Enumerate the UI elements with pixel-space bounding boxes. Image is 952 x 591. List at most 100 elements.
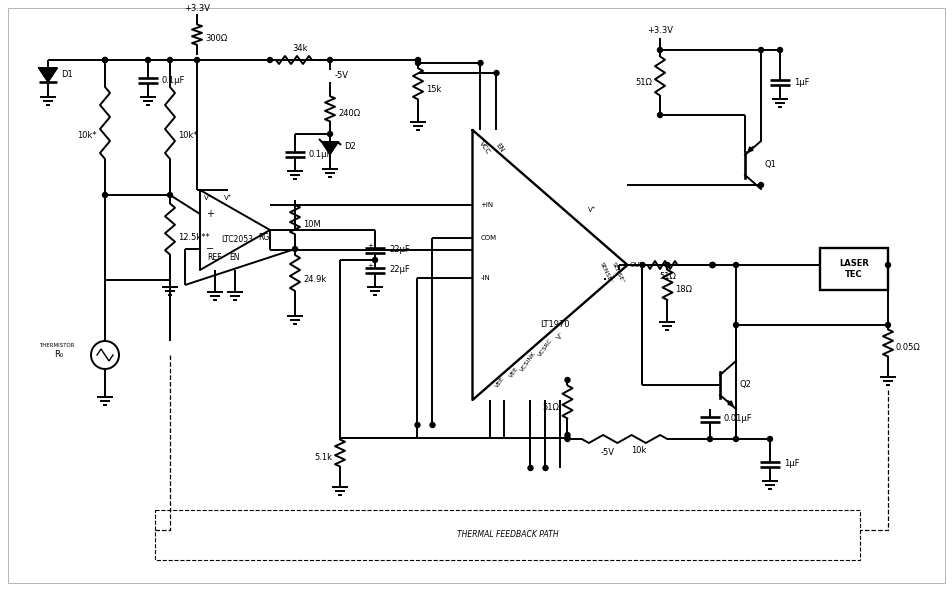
Text: 12.5k**: 12.5k** — [178, 233, 209, 242]
Text: 34k: 34k — [292, 44, 307, 53]
Circle shape — [415, 60, 420, 66]
Circle shape — [664, 262, 669, 268]
Circle shape — [709, 262, 714, 268]
Text: D1: D1 — [61, 70, 72, 79]
Text: RG: RG — [258, 233, 269, 242]
Circle shape — [733, 262, 738, 268]
Text: 24.9k: 24.9k — [303, 274, 326, 284]
Text: V⁺: V⁺ — [224, 195, 232, 201]
Circle shape — [527, 466, 532, 470]
Circle shape — [327, 132, 332, 137]
Text: OUT: OUT — [629, 262, 644, 268]
Text: LT1970: LT1970 — [540, 320, 569, 330]
Text: SENSE⁺: SENSE⁺ — [609, 261, 625, 285]
Text: +3.3V: +3.3V — [184, 4, 209, 13]
Polygon shape — [322, 142, 338, 154]
Circle shape — [493, 70, 499, 76]
Text: THERMISTOR: THERMISTOR — [39, 343, 75, 349]
Text: V⁻: V⁻ — [204, 195, 212, 201]
Circle shape — [565, 433, 569, 437]
Circle shape — [565, 436, 569, 440]
Polygon shape — [39, 68, 57, 82]
Text: VCSRC: VCSRC — [537, 338, 553, 358]
Text: 51Ω: 51Ω — [634, 78, 651, 87]
Text: VEE: VEE — [508, 366, 520, 378]
Circle shape — [103, 193, 108, 197]
Circle shape — [327, 57, 332, 63]
Text: 240Ω: 240Ω — [338, 109, 360, 118]
Text: EN: EN — [494, 142, 505, 154]
Text: -IN: -IN — [480, 275, 489, 281]
Text: +: + — [206, 209, 214, 219]
Text: 0.01μF: 0.01μF — [724, 414, 752, 424]
Circle shape — [565, 378, 569, 382]
Circle shape — [372, 258, 377, 262]
Text: −: − — [206, 244, 214, 254]
Circle shape — [884, 323, 889, 327]
Text: 51Ω: 51Ω — [659, 272, 675, 281]
Text: Q2: Q2 — [739, 381, 751, 389]
Circle shape — [414, 423, 420, 427]
Text: 0.1μF: 0.1μF — [162, 76, 186, 85]
Text: Q1: Q1 — [764, 161, 776, 170]
Circle shape — [543, 466, 547, 470]
Circle shape — [415, 57, 420, 63]
Bar — [155, 510, 859, 560]
Circle shape — [103, 57, 108, 63]
Text: COM: COM — [480, 235, 496, 241]
Text: EN: EN — [229, 254, 240, 262]
Circle shape — [706, 437, 712, 441]
Text: VCSINK: VCSINK — [519, 351, 537, 373]
Text: -5V: -5V — [600, 449, 614, 457]
Circle shape — [168, 57, 172, 63]
Circle shape — [777, 47, 782, 53]
Circle shape — [657, 47, 662, 53]
Circle shape — [194, 57, 199, 63]
Text: 0.05Ω: 0.05Ω — [895, 343, 920, 352]
Circle shape — [146, 57, 150, 63]
Circle shape — [429, 423, 434, 427]
Text: 15k: 15k — [426, 85, 441, 93]
Text: 10k*: 10k* — [178, 131, 197, 139]
Text: 300Ω: 300Ω — [205, 34, 227, 43]
Text: -5V: -5V — [335, 70, 348, 80]
Text: +IN: +IN — [480, 202, 493, 208]
Circle shape — [884, 262, 889, 268]
Circle shape — [103, 57, 108, 63]
Circle shape — [478, 60, 483, 66]
Circle shape — [640, 262, 645, 268]
Text: SENSE⁻: SENSE⁻ — [598, 261, 612, 285]
Circle shape — [657, 112, 662, 118]
Text: D2: D2 — [344, 141, 355, 151]
Text: 22μF: 22μF — [388, 265, 409, 274]
Text: THERMAL FEEDBACK PATH: THERMAL FEEDBACK PATH — [456, 531, 558, 540]
Bar — [819, 248, 887, 290]
Text: 1μF: 1μF — [793, 77, 808, 86]
Text: V⁻: V⁻ — [555, 330, 565, 340]
Text: 51Ω: 51Ω — [542, 403, 559, 412]
Circle shape — [709, 262, 714, 268]
Text: V⁺: V⁺ — [587, 207, 596, 213]
Text: VEE: VEE — [494, 376, 506, 388]
Text: 18Ω: 18Ω — [675, 285, 692, 294]
Text: 22μF: 22μF — [388, 245, 409, 255]
Circle shape — [733, 437, 738, 441]
Text: VCC: VCC — [478, 141, 490, 155]
Circle shape — [758, 183, 763, 187]
Text: +3.3V: +3.3V — [646, 25, 672, 34]
Circle shape — [733, 323, 738, 327]
Text: 10M: 10M — [303, 220, 321, 229]
Circle shape — [758, 47, 763, 53]
Circle shape — [709, 262, 714, 268]
Text: REF: REF — [208, 254, 222, 262]
Text: 0.1μF: 0.1μF — [308, 150, 332, 158]
Circle shape — [565, 437, 569, 441]
Text: 5.1k: 5.1k — [313, 453, 331, 462]
Text: +: + — [367, 243, 372, 249]
Text: R₀: R₀ — [53, 350, 63, 359]
Text: LASER
TEC: LASER TEC — [838, 259, 868, 279]
Text: 1μF: 1μF — [783, 459, 799, 469]
Text: 10k: 10k — [630, 446, 645, 455]
Circle shape — [168, 193, 172, 197]
Circle shape — [292, 246, 297, 252]
